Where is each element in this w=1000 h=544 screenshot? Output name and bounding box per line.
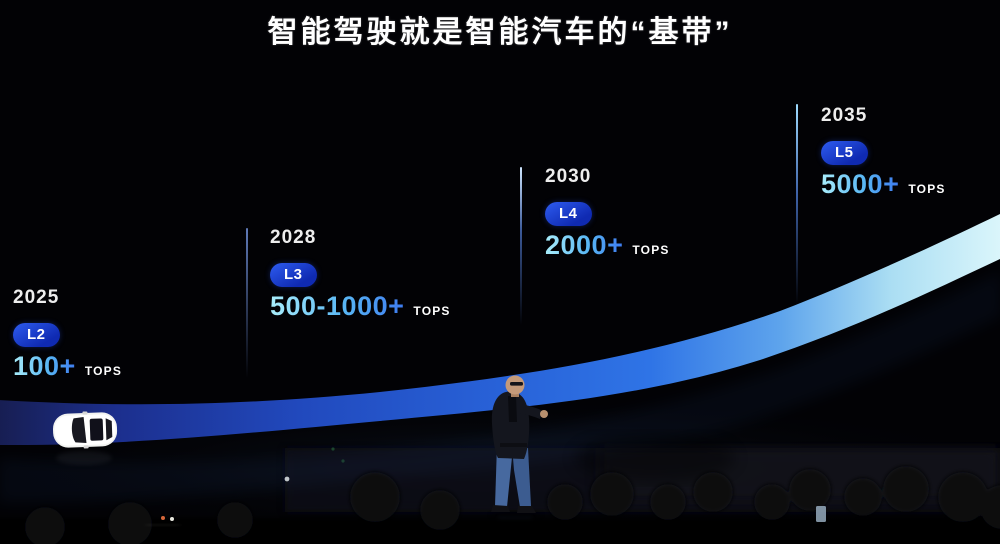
milestone-year: 2035 [821,105,868,126]
tops-row: 5000+ TOPS [821,169,946,200]
tops-unit: TOPS [908,182,946,196]
milestone-2028: 2028 L3 500-1000+ TOPS [270,227,451,322]
tops-value: 100+ [13,351,76,381]
presenter-hand [540,410,548,418]
car-icon [52,411,118,449]
milestone-2025: 2025 L2 100+ TOPS [13,287,122,382]
presenter-shadow [575,434,735,482]
milestone-year: 2030 [545,166,592,187]
level-badge: L2 [13,323,60,347]
tops-value: 2000+ [545,230,624,260]
tops-value: 5000+ [821,169,900,199]
car-reflection [56,451,112,465]
camera-body-light [170,517,174,521]
level-badge: L4 [545,202,592,226]
milestone-2030: 2030 L4 2000+ TOPS [545,166,670,261]
tick-line-2030 [520,167,522,325]
slide-title: 智能驾驶就是智能汽车的“基带” [267,16,733,49]
tops-row: 100+ TOPS [13,351,122,382]
audience-lights [146,476,826,526]
tops-unit: TOPS [413,304,451,318]
phone-light [284,476,290,482]
camera-record-light [161,516,165,520]
tops-unit: TOPS [84,364,123,378]
tops-unit: TOPS [632,243,670,257]
milestone-year: 2025 [13,287,60,308]
green-reflection-dot [331,447,335,451]
tops-row: 500-1000+ TOPS [270,291,451,322]
tick-line-2028 [246,228,248,378]
phone-screen [816,506,826,522]
green-reflection-dot [341,459,345,463]
level-badge: L5 [821,141,868,165]
milestone-year: 2028 [270,227,317,248]
level-badge: L3 [270,263,317,287]
tops-row: 2000+ TOPS [545,230,670,261]
milestone-2035: 2035 L5 5000+ TOPS [821,105,946,200]
tops-value: 500-1000+ [270,291,405,321]
tick-line-2035 [796,104,798,304]
presenter-glasses [510,382,523,386]
audience-silhouettes [0,466,1000,544]
